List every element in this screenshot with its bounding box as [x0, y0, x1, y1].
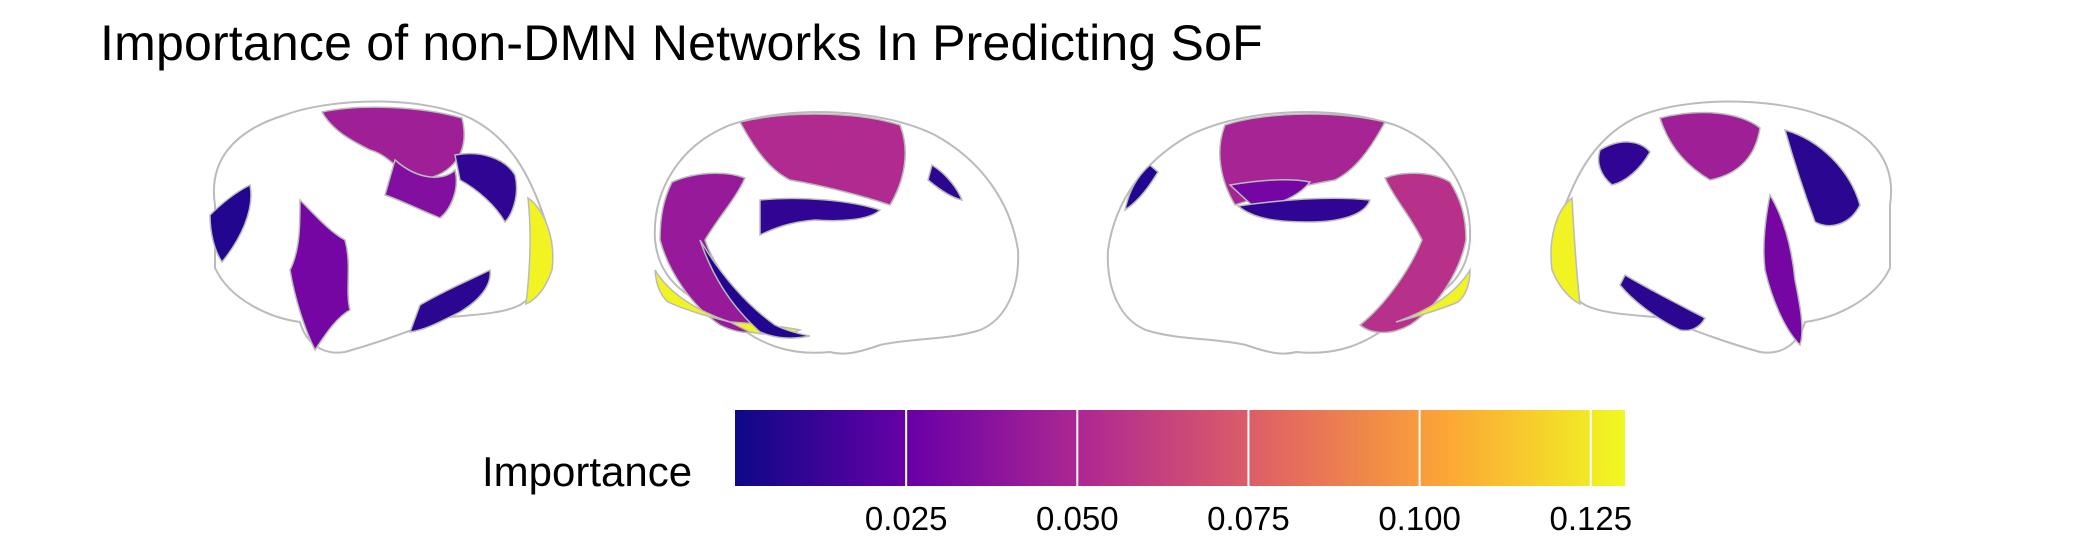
colorbar-gradient — [735, 410, 1625, 486]
colorbar-tick-label: 0.075 — [1207, 500, 1290, 537]
brain-surface-views — [209, 100, 1893, 355]
region-frontal-pole — [209, 183, 252, 264]
region-occipital-pole — [1550, 196, 1581, 306]
colorbar — [735, 410, 1625, 486]
colorbar-tick-label: 0.100 — [1378, 500, 1461, 537]
brain-view-right-medial — [1106, 111, 1472, 355]
region-medial-parietal — [1358, 172, 1467, 334]
colorbar-tick-label: 0.125 — [1549, 500, 1633, 537]
region-cingulate — [759, 197, 882, 237]
brain-view-right-lateral — [1550, 100, 1893, 354]
legend-title: Importance — [482, 448, 693, 495]
region-temporal-strip — [1619, 273, 1707, 332]
region-posterior-frontal — [384, 158, 457, 219]
region-superior-frontal — [1659, 111, 1761, 181]
region-occipital-pole — [525, 196, 554, 306]
colorbar-tick-label: 0.050 — [1036, 500, 1119, 537]
region-temporal-medial-strip — [699, 239, 811, 339]
brain-view-left-lateral — [209, 100, 554, 354]
region-frontal-dark — [1783, 128, 1861, 227]
region-precentral-strip — [1763, 192, 1803, 347]
region-temporal-medial — [1123, 164, 1159, 212]
colorbar-tick-label: 0.025 — [864, 500, 948, 537]
region-temporal-strip — [408, 268, 491, 333]
region-orbitofrontal — [1395, 267, 1471, 323]
region-medial-frontal — [738, 113, 906, 206]
region-cingulate — [1236, 197, 1372, 223]
region-orbitofrontal — [654, 269, 731, 323]
region-precentral-strip — [289, 198, 351, 352]
region-posterior-medial — [927, 163, 964, 202]
figure-title: Importance of non-DMN Networks In Predic… — [100, 15, 1263, 71]
region-superior-frontal — [320, 106, 465, 181]
region-parietal-dark — [1597, 141, 1651, 186]
region-parietal-strip — [454, 152, 518, 224]
brain-view-left-medial — [653, 111, 1020, 355]
